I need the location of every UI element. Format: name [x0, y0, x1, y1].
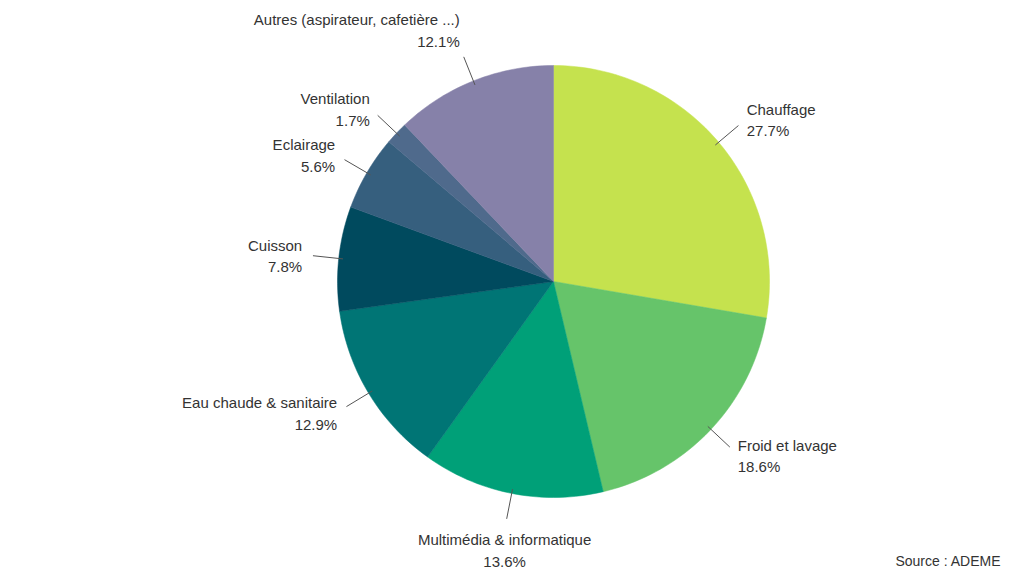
svg-text:Source : ADEME: Source : ADEME	[895, 553, 1000, 569]
svg-text:Multimédia & informatique13.6%: Multimédia & informatique13.6%	[418, 531, 591, 570]
svg-text:Eau chaude & sanitaire12.9%: Eau chaude & sanitaire12.9%	[182, 394, 337, 433]
svg-text:Autres (aspirateur, cafetière: Autres (aspirateur, cafetière ...)12.1%	[254, 11, 460, 50]
svg-text:Cuisson7.8%: Cuisson7.8%	[248, 237, 302, 276]
svg-text:Eclairage5.6%: Eclairage5.6%	[273, 136, 336, 175]
svg-text:Chauffage27.7%: Chauffage27.7%	[747, 101, 816, 140]
svg-text:Ventilation1.7%: Ventilation1.7%	[301, 90, 370, 129]
svg-text:Froid et lavage18.6%: Froid et lavage18.6%	[738, 437, 837, 476]
